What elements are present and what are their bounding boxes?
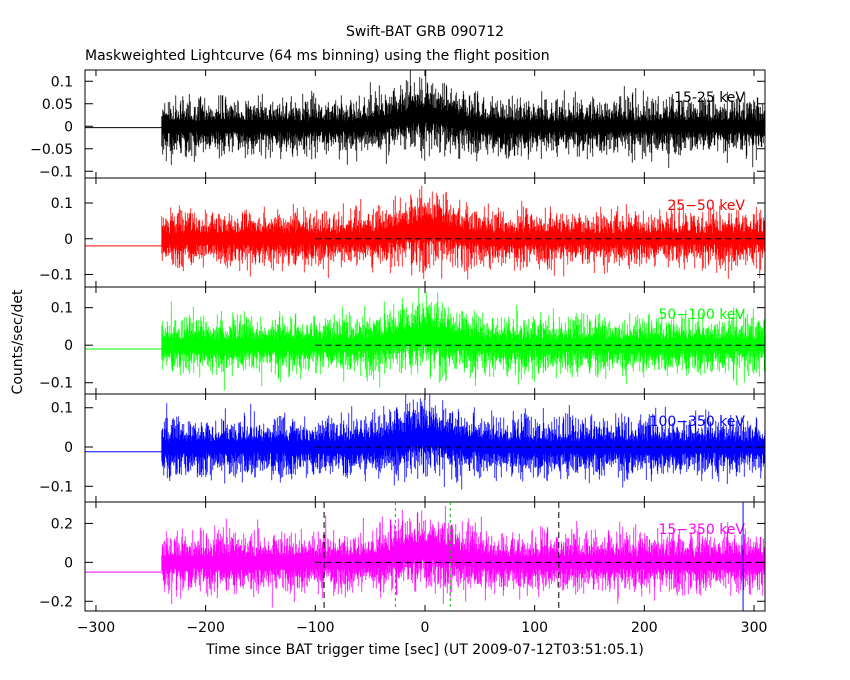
x-tick-label: −300 — [77, 620, 115, 636]
chart-subtitle: Maskweighted Lightcurve (64 ms binning) … — [85, 48, 550, 64]
y-tick-label: 0.2 — [51, 516, 73, 532]
y-tick-label: 0.1 — [51, 401, 73, 417]
y-tick-label: 0 — [64, 338, 73, 354]
x-axis-label: Time since BAT trigger time [sec] (UT 20… — [205, 642, 644, 658]
y-tick-label: 0.05 — [42, 97, 73, 113]
y-tick-label: 0 — [64, 232, 73, 248]
panel-3: −0.1 0 0.1 50−100 keV — [39, 286, 766, 395]
y-axis-label: Counts/sec/det — [10, 289, 26, 394]
band-label: 15−350 keV — [658, 522, 745, 538]
panel-1: −0.1 −0.05 0 0.05 0.1 15-25 keV — [30, 69, 766, 180]
panel-2: −0.1 0 0.1 25−50 keV — [39, 177, 766, 288]
x-tick-label: 200 — [631, 620, 658, 636]
band-label: 100−350 keV — [650, 414, 746, 430]
band-label: 25−50 keV — [667, 198, 745, 214]
x-tick-label: 300 — [741, 620, 768, 636]
x-axis-ticks: −300 −200 −100 0 100 200 300 — [77, 620, 768, 636]
series-4-trace — [161, 394, 766, 490]
chart-title: Swift-BAT GRB 090712 — [346, 24, 504, 40]
band-label: 50−100 keV — [658, 307, 745, 323]
x-tick-label: 0 — [421, 620, 430, 636]
panel-4: −0.1 0 0.1 100−350 keV — [39, 393, 766, 503]
y-tick-label: −0.1 — [39, 267, 73, 283]
x-tick-label: −100 — [296, 620, 334, 636]
y-tick-label: 0.1 — [51, 74, 73, 90]
band-label: 15-25 keV — [674, 90, 745, 106]
y-tick-label: −0.1 — [39, 376, 73, 392]
y-tick-label: −0.05 — [30, 142, 73, 158]
y-tick-label: −0.2 — [39, 594, 73, 610]
panel-5: −0.2 0 0.2 15−350 keV — [39, 501, 766, 612]
y-tick-label: 0 — [64, 119, 73, 135]
y-tick-label: −0.1 — [39, 164, 73, 180]
series-5-trace — [161, 506, 766, 608]
x-tick-label: 100 — [521, 620, 548, 636]
y-tick-label: 0.1 — [51, 196, 73, 212]
series-1-trace — [161, 70, 766, 168]
y-tick-label: 0 — [64, 555, 73, 571]
y-tick-label: −0.1 — [39, 479, 73, 495]
panels-group: −0.1 −0.05 0 0.05 0.1 15-25 keV −0.1 0 0.1 25−50 … — [30, 69, 766, 612]
x-tick-label: −200 — [186, 620, 224, 636]
series-3-trace — [161, 288, 766, 391]
y-tick-label: 0 — [64, 440, 73, 456]
y-tick-label: 0.1 — [51, 301, 73, 317]
